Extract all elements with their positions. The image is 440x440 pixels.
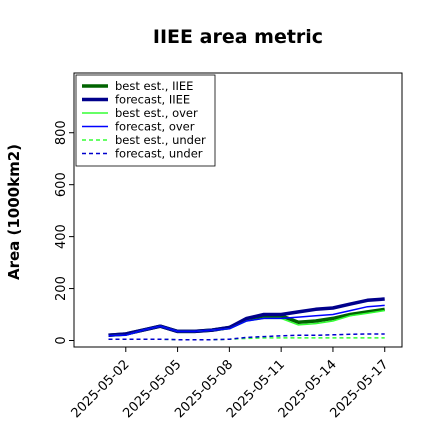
legend-label: forecast, under bbox=[115, 147, 203, 161]
legend-label: best est., over bbox=[115, 106, 198, 120]
y-axis-label: Area (1000km2) bbox=[5, 144, 23, 280]
y-tick-label: 200 bbox=[54, 276, 69, 301]
y-tick-label: 800 bbox=[54, 120, 69, 145]
series-line-4 bbox=[108, 304, 385, 337]
plot-frame bbox=[73, 72, 403, 348]
y-tick-label: 400 bbox=[54, 224, 69, 249]
legend-label: best est., under bbox=[115, 133, 206, 147]
legend-label: forecast, IIEE bbox=[115, 93, 190, 107]
chart-title: IIEE area metric bbox=[153, 26, 323, 48]
y-tick-label: 0 bbox=[54, 336, 69, 344]
legend-label: best est., IIEE bbox=[115, 79, 193, 93]
legend-box bbox=[75, 74, 216, 167]
legend-label: forecast, over bbox=[115, 120, 195, 134]
y-tick-label: 600 bbox=[54, 172, 69, 197]
